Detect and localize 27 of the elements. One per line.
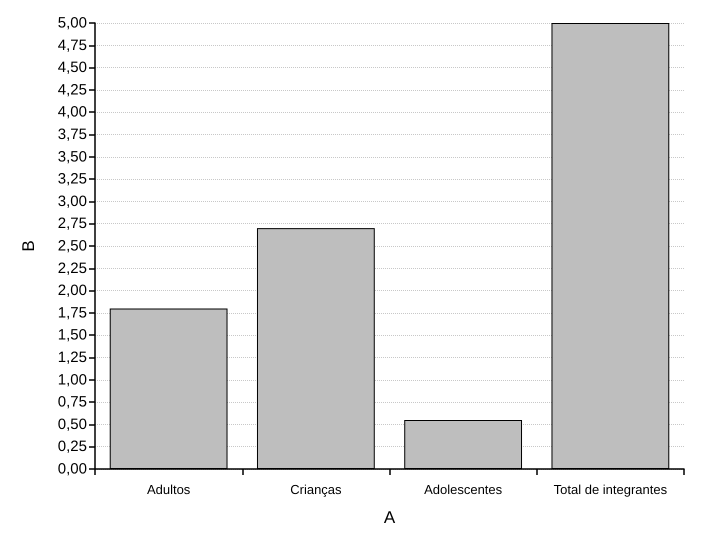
x-tick-label: Total de integrantes [554, 482, 668, 497]
y-tick-label: 5,00 [58, 14, 87, 32]
y-tick-label: 4,25 [58, 81, 87, 98]
y-tick-label: 3,50 [58, 148, 87, 166]
y-tick-label: 4,75 [58, 36, 87, 54]
y-tick-label: 3,75 [58, 126, 87, 143]
y-tick-label: 4,50 [58, 59, 87, 76]
x-tick-label: Crianças [290, 482, 342, 497]
y-tick-label: 0,00 [58, 460, 87, 478]
y-tick-label: 1,50 [58, 326, 87, 344]
x-tick-label: Adolescentes [424, 482, 503, 497]
y-tick-label: 1,00 [58, 371, 87, 388]
y-tick-label: 3,25 [58, 170, 87, 188]
y-tick-label: 0,75 [58, 394, 87, 411]
y-tick-label: 1,25 [58, 349, 87, 366]
y-tick-label: 2,50 [58, 238, 87, 254]
y-tick-label: 0,50 [58, 416, 87, 433]
y-tick-label: 1,75 [58, 304, 87, 322]
y-tick-label: 2,00 [58, 282, 87, 300]
y-tick-label: 2,25 [58, 260, 87, 277]
y-tick-label: 2,75 [58, 215, 87, 232]
x-tick-label: Adultos [146, 482, 191, 497]
y-tick-label: 3,00 [58, 192, 87, 210]
y-tick-label: 0,25 [58, 438, 87, 456]
y-tick-label: 4,00 [58, 104, 87, 121]
x-axis-title: A [384, 508, 396, 527]
y-axis-title: B [19, 240, 38, 252]
